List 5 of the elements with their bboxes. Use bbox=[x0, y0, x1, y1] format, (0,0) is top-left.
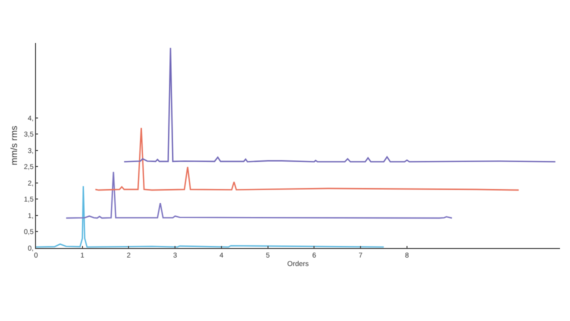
line-series bbox=[36, 186, 384, 248]
line-series bbox=[94, 127, 520, 191]
y-axis-title: mm/s rms bbox=[9, 125, 20, 166]
line-series bbox=[123, 47, 556, 162]
line-series bbox=[65, 171, 453, 219]
